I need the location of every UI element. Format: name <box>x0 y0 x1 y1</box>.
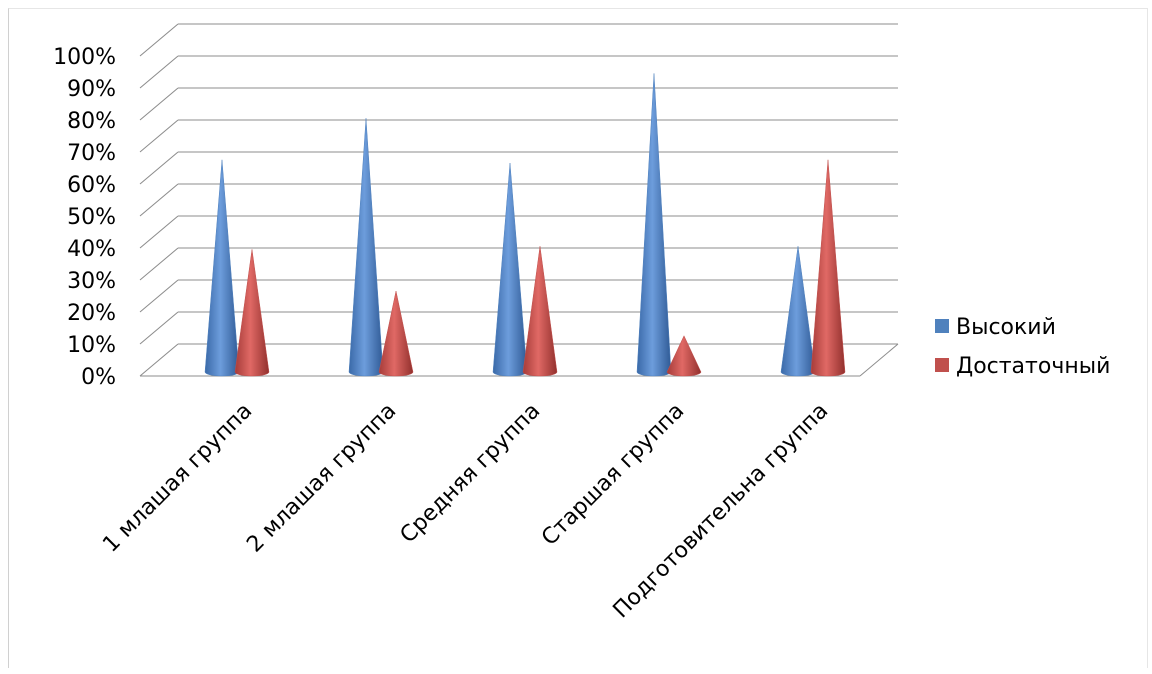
plot-area <box>204 73 846 377</box>
y-tick-label: 60% <box>67 173 116 198</box>
gridline-diagonal <box>139 151 179 185</box>
gridline-diagonal <box>139 279 179 313</box>
chart-frame <box>8 8 1148 668</box>
cone-vysokiy <box>348 118 384 377</box>
x-tick-label: 1 млашая группа <box>98 399 257 558</box>
y-tick-label: 10% <box>67 333 116 358</box>
y-tick-label: 40% <box>67 237 116 262</box>
cone-vysokiy <box>636 73 672 377</box>
gridline-diagonal <box>139 87 179 121</box>
cone-dostatochnyy <box>234 249 270 377</box>
cone-vysokiy <box>780 246 816 377</box>
gridline-diagonal <box>139 55 179 89</box>
x-tick-label: Старшая группа <box>537 399 689 551</box>
cone-vysokiy <box>492 162 528 377</box>
cone-vysokiy <box>204 159 240 377</box>
y-tick-label: 90% <box>67 77 116 102</box>
y-tick-label: 0% <box>81 365 116 390</box>
cone-dostatochnyy <box>378 290 414 377</box>
floor-edge <box>859 343 899 377</box>
y-tick-label: 30% <box>67 269 116 294</box>
legend-swatch <box>935 319 949 333</box>
cone-dostatochnyy <box>522 246 558 377</box>
y-tick-label: 20% <box>67 301 116 326</box>
legend-label: Высокий <box>956 315 1056 340</box>
gridline-diagonal <box>139 247 179 281</box>
x-tick-label: 2 млашая группа <box>242 399 401 558</box>
legend-swatch <box>935 358 949 372</box>
gridline-diagonal <box>139 215 179 249</box>
gridline-diagonal <box>139 343 179 377</box>
cone-dostatochnyy <box>666 335 702 377</box>
y-tick-label: 100% <box>53 45 116 70</box>
y-axis: 0% 10% 20% 30% 40% 50% 60% 70% 80% 90% 100% <box>53 45 116 390</box>
cone-dostatochnyy <box>810 159 846 377</box>
gridline-diagonal <box>139 183 179 217</box>
legend-label: Достаточный <box>956 354 1110 379</box>
gridline-diagonal <box>139 23 179 57</box>
x-tick-label: Средняя группа <box>396 399 546 549</box>
gridline-diagonal <box>139 119 179 153</box>
y-tick-label: 50% <box>67 205 116 230</box>
legend: Высокий Достаточный <box>935 315 1110 379</box>
gridline-diagonal <box>139 311 179 345</box>
y-tick-label: 70% <box>67 141 116 166</box>
y-tick-label: 80% <box>67 109 116 134</box>
